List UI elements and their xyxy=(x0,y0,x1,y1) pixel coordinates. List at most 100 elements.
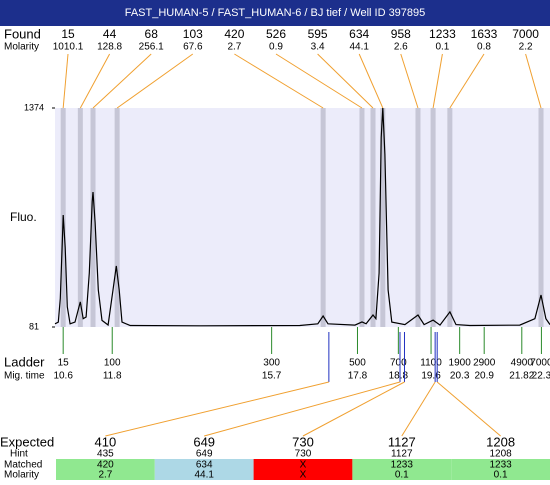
found-molarity: 256.1 xyxy=(139,42,164,53)
hint-value: 649 xyxy=(196,449,213,460)
found-connector xyxy=(79,53,111,109)
found-connector xyxy=(92,53,152,109)
found-label: Found xyxy=(4,26,41,41)
found-connector xyxy=(449,53,485,109)
matched-value: 420 xyxy=(97,460,114,471)
matched-value: 1233 xyxy=(489,460,512,471)
expected-value: 410 xyxy=(95,434,117,449)
peak-band xyxy=(320,108,326,327)
ladder-size: 300 xyxy=(263,358,280,369)
found-connector xyxy=(358,53,384,109)
migtime-label: Mig. time xyxy=(4,371,45,382)
matched-molarity: 2.7 xyxy=(98,470,112,480)
found-molarity: 2.2 xyxy=(519,42,533,53)
hint-value: 435 xyxy=(97,449,114,460)
ladder-size: 7000 xyxy=(530,358,550,369)
ladder-size: 500 xyxy=(349,358,366,369)
matched-molarity: X xyxy=(300,470,307,480)
matched-cell xyxy=(154,459,254,480)
matched-cell xyxy=(352,459,452,480)
ladder-size: 15 xyxy=(58,358,70,369)
ladder-time: 15.7 xyxy=(262,371,282,382)
matched-cell xyxy=(253,459,353,480)
ladder-time: 20.3 xyxy=(450,371,470,382)
hint-value: 1208 xyxy=(489,449,512,460)
matched-cell xyxy=(56,459,155,480)
expected-connector xyxy=(204,381,401,437)
expected-value: 649 xyxy=(193,434,215,449)
y-tick-label: 1374 xyxy=(24,102,44,112)
hint-label: Hint xyxy=(10,449,28,460)
ladder-time: 11.8 xyxy=(103,371,122,382)
expected-connector xyxy=(436,381,501,437)
plot-area xyxy=(55,108,550,327)
matched-value: X xyxy=(300,460,307,471)
found-size: 420 xyxy=(224,27,244,41)
molarity-label: Molarity xyxy=(4,42,39,53)
peak-band xyxy=(430,108,436,327)
ladder-label: Ladder xyxy=(4,354,45,369)
expected-value: 1208 xyxy=(486,434,515,449)
hint-value: 730 xyxy=(295,449,312,460)
peak-band xyxy=(370,108,376,327)
matched-cell xyxy=(451,459,550,480)
found-molarity: 2.6 xyxy=(394,42,408,53)
peak-band xyxy=(359,108,365,327)
found-molarity: 1010.1 xyxy=(53,42,84,53)
found-molarity: 0.1 xyxy=(435,42,449,53)
ladder-size: 1100 xyxy=(420,358,442,369)
found-connector xyxy=(62,53,69,109)
matched-molarity: 44.1 xyxy=(194,470,214,480)
found-size: 44 xyxy=(103,27,117,41)
hint-value: 1127 xyxy=(391,449,413,460)
ladder-time: 21.82 xyxy=(509,371,534,382)
found-size: 1633 xyxy=(471,27,498,41)
found-size: 634 xyxy=(349,27,369,41)
found-molarity: 128.8 xyxy=(97,42,122,53)
found-size: 958 xyxy=(391,27,411,41)
expected-label: Expected xyxy=(0,434,54,449)
found-size: 526 xyxy=(266,27,286,41)
found-connector xyxy=(234,53,324,109)
found-connector xyxy=(317,53,374,109)
found-molarity: 44.1 xyxy=(349,42,369,53)
peak-band xyxy=(90,108,96,327)
found-connector xyxy=(400,53,419,109)
trace xyxy=(54,107,550,327)
title-bar xyxy=(0,0,550,26)
ladder-time: 18.8 xyxy=(389,371,409,382)
found-connector xyxy=(525,53,542,109)
matched-molarity: 0.1 xyxy=(494,470,508,480)
ladder-time: 17.8 xyxy=(348,371,368,382)
peak-band xyxy=(447,108,453,327)
table-molarity-label: Molarity xyxy=(4,470,39,480)
ladder-size: 2900 xyxy=(473,358,496,369)
matched-label: Matched xyxy=(4,460,42,471)
peak-band xyxy=(114,108,120,327)
expected-connector xyxy=(105,381,329,437)
found-size: 68 xyxy=(145,27,159,41)
found-connector xyxy=(116,53,194,109)
matched-value: 634 xyxy=(196,460,213,471)
y-axis-label: Fluo. xyxy=(10,210,37,224)
ladder-size: 4900 xyxy=(511,358,534,369)
ladder-time: 22.3 xyxy=(532,371,550,382)
expected-value: 1127 xyxy=(388,434,416,449)
found-size: 595 xyxy=(308,27,328,41)
ladder-time: 20.9 xyxy=(474,371,494,382)
matched-value: 1233 xyxy=(391,460,414,471)
chart-title: FAST_HUMAN-5 / FAST_HUMAN-6 / BJ tief / … xyxy=(125,7,426,19)
expected-value: 730 xyxy=(292,434,314,449)
y-tick-label: 81 xyxy=(29,321,39,331)
found-molarity: 0.8 xyxy=(477,42,491,53)
expected-connector xyxy=(401,381,436,437)
found-size: 15 xyxy=(61,27,75,41)
found-molarity: 2.7 xyxy=(227,42,241,53)
expected-connector xyxy=(302,381,405,437)
peak-band xyxy=(538,108,544,327)
found-size: 1233 xyxy=(429,27,456,41)
found-connector xyxy=(432,53,443,109)
ladder-size: 100 xyxy=(104,358,121,369)
found-molarity: 3.4 xyxy=(311,42,325,53)
